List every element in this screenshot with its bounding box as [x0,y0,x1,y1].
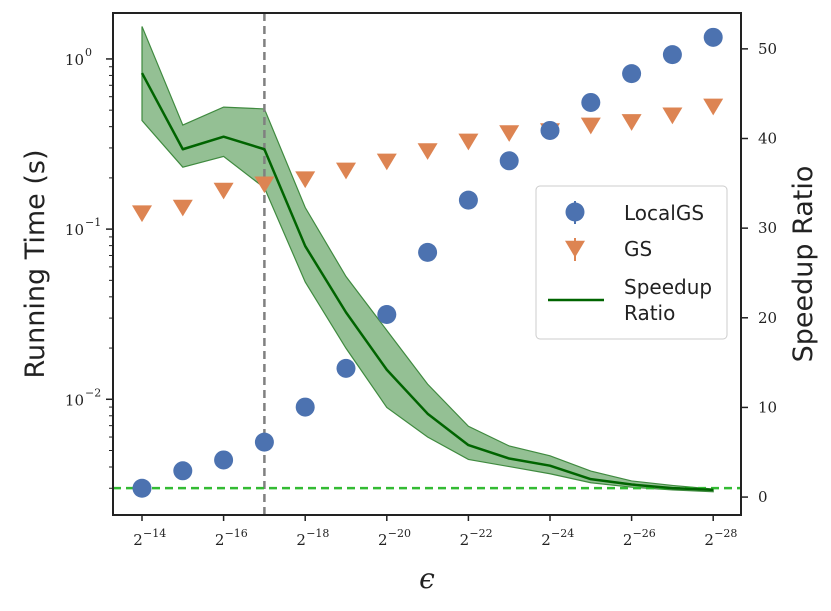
gs-point [254,176,275,194]
x-tick-label: 2 [378,531,388,549]
localgs-point [377,304,397,324]
gs-point [703,98,724,116]
x-tick-label-exponent: −14 [143,527,166,540]
localgs-point [132,478,152,498]
localgs-point [295,397,315,417]
x-tick-label-exponent: −18 [306,527,329,540]
gs-point [295,171,316,189]
y-right-tick-label: 20 [758,309,777,327]
legend-label-speedup-line1: Speedup [624,275,712,299]
x-tick-label: 2 [541,531,551,549]
y-right-tick-label: 40 [758,130,777,148]
gs-point [580,117,601,135]
localgs-point [173,461,193,481]
localgs-point [254,432,274,452]
localgs-point [336,358,356,378]
plot-frame [112,12,742,516]
legend-label-speedup-line2: Ratio [624,301,675,325]
gs-point [662,107,683,125]
gs-point [213,182,234,200]
localgs-point [622,64,642,84]
x-axis-label: ϵ [419,562,435,595]
gs-point [132,205,152,223]
y-left-tick-label-exponent: −1 [85,216,101,229]
x-tick-label-exponent: −24 [551,527,574,540]
speedup-band-layer [141,26,714,493]
gs-point [376,153,397,171]
y-right-tick-label: 10 [758,398,777,416]
x-tick-label-exponent: −16 [225,527,248,540]
gs-point [458,133,479,151]
localgs-point [662,45,682,65]
x-tick-label: 2 [704,531,714,549]
marker-layer [132,27,724,498]
y-left-tick-label: 10 [65,51,84,69]
y-axis-right-label: Speedup Ratio [788,166,819,363]
x-tick-label-exponent: −20 [388,527,411,540]
y-right-tick-label: 30 [758,219,777,237]
y-left-tick-label-exponent: −2 [85,386,101,399]
localgs-point [499,151,519,171]
x-tick-label: 2 [133,531,143,549]
y-right-tick-label: 0 [758,488,768,506]
speedup-ratio-line [140,72,714,492]
gs-point [499,125,520,142]
localgs-point [581,92,601,112]
x-tick-label: 2 [460,531,470,549]
y-right-tick-label: 50 [758,40,777,58]
x-tick-label-exponent: −28 [714,527,737,540]
y-left-tick-label: 10 [65,221,84,239]
x-tick-label: 2 [296,531,306,549]
y-left-tick-label: 10 [65,391,84,409]
x-tick-label: 2 [623,531,633,549]
gs-point [336,162,356,180]
speedup-line-layer [140,72,714,492]
gs-point [172,199,193,217]
x-tick-label-exponent: −26 [633,527,656,540]
legend-gs-marker [565,240,585,258]
legend-label-localgs: LocalGS [624,201,704,225]
localgs-point [418,242,438,262]
x-tick-label: 2 [215,531,225,549]
axis-labels: Running Time (s) Speedup Ratio ϵ [20,149,819,595]
legend-localgs-marker [565,202,585,222]
gs-point [417,143,438,160]
localgs-point [540,120,560,140]
reference-lines [113,13,741,515]
gs-point [621,114,642,131]
speedup-ratio-band [141,26,714,493]
legend-label-gs: GS [624,237,652,261]
localgs-point [214,450,234,470]
localgs-point [703,27,723,47]
legend: LocalGS GS Speedup Ratio [535,185,728,340]
localgs-point [458,190,478,210]
legend-markers [548,201,604,302]
y-left-tick-label-exponent: 0 [85,46,92,59]
x-tick-label-exponent: −22 [469,527,492,540]
y-axis-left-label: Running Time (s) [20,149,51,378]
